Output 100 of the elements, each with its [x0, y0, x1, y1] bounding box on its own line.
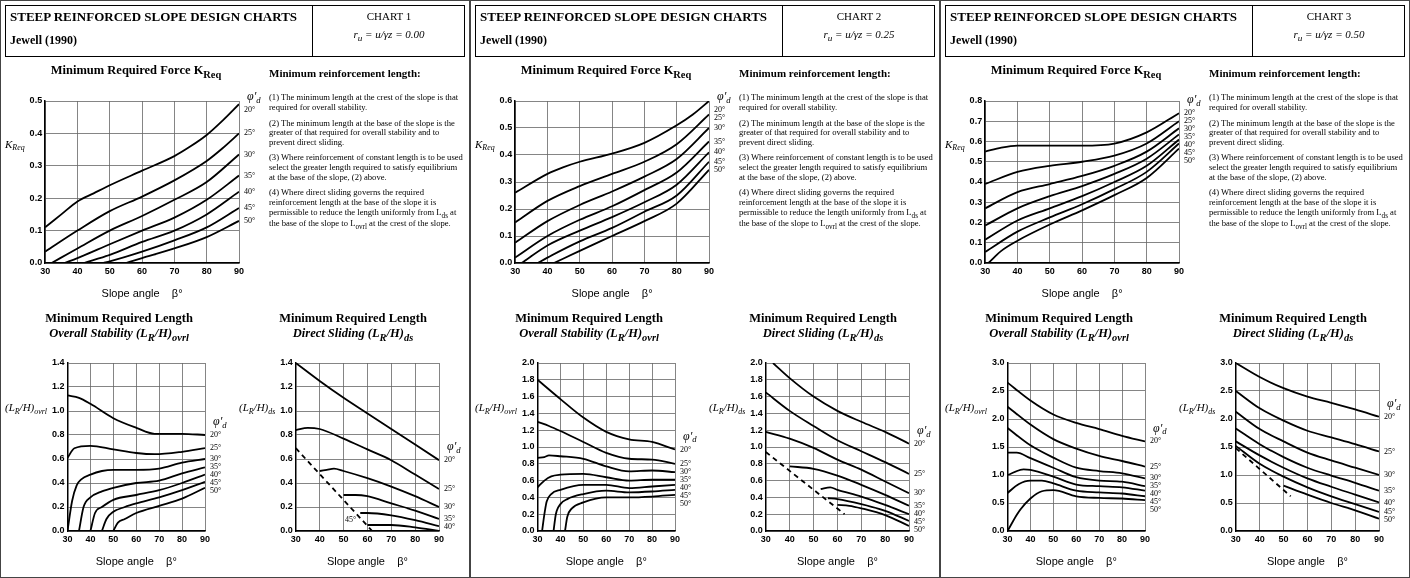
y-tick-label: 0.3 [29, 160, 43, 171]
y-tick-label: 0.8 [280, 429, 293, 440]
text: (3) Where reinforcement of constant length is to be used select the greater length required to satisfy equilibrium at the base of the slope, (2) above. [269, 152, 463, 183]
x-tick-label: 60 [137, 265, 148, 276]
x-tick-label: 40 [72, 265, 83, 276]
x-tick-label: 80 [201, 265, 212, 276]
x-axis-title: Slope angle β° [326, 555, 408, 568]
y-tick-label: 2.5 [992, 385, 1005, 396]
series-label: 45° [244, 203, 256, 213]
y-tick-label: 1.4 [522, 407, 535, 418]
x-tick-label: 50 [108, 533, 119, 544]
y-tick-label: 0.0 [992, 525, 1005, 536]
series-label: 45° [914, 517, 926, 527]
series-label: 45° [1184, 148, 1196, 158]
x-tick-label: 50 [104, 265, 115, 276]
series-label: 45° [680, 491, 692, 501]
series-label: 50° [914, 525, 926, 535]
line-series [819, 486, 909, 516]
y-tick-label: 1.6 [750, 391, 763, 402]
caption: CHART 2 [835, 10, 883, 22]
series-label: 30° [444, 502, 456, 512]
x-tick-label: 60 [607, 265, 618, 276]
x-tick-label: 40 [1012, 265, 1023, 276]
chart-title: Minimum Required Force K$_{Req}$ [989, 63, 1163, 80]
y-tick-label: 1.4 [750, 407, 763, 418]
series-label: 45° [1384, 507, 1396, 517]
text: (1) The minimum length at the crest of the slope is that required for overall stability. [1209, 92, 1400, 113]
series-label: 40° [1150, 489, 1162, 499]
series-label: 30° [244, 149, 256, 159]
chart-title: Minimum Required Force K$_{Req}$ [49, 63, 223, 80]
line-series [772, 363, 909, 445]
x-tick-label: 40 [1254, 533, 1265, 544]
annotation: 45° [345, 515, 357, 525]
y-tick-label: 0.4 [29, 127, 43, 138]
series-label: 20° [714, 105, 726, 115]
series-label: 25° [1384, 446, 1396, 456]
series-label: 35° [1384, 485, 1396, 495]
text: (2) The minimum length at the base of the slope is the greater of that required for overall stability and to prevent direct sliding. [269, 117, 456, 148]
x-tick-label: 60 [1071, 533, 1082, 544]
series-label: 50° [714, 164, 726, 174]
x-tick-label: 70 [154, 533, 165, 544]
x-tick-label: 80 [1117, 533, 1128, 544]
caption: CHART 3 [1305, 10, 1353, 22]
text: r$_{u}$ = u/γz = 0.50 [1292, 28, 1366, 44]
x-tick-label: 30 [760, 533, 771, 544]
text: (3) Where reinforcement of constant length is to be used select the greater length required to satisfy equilibrium at the base of the slope, (2) above. [739, 152, 933, 183]
series-label: 30° [680, 467, 692, 477]
y-tick-label: 1.6 [522, 391, 535, 402]
series-label: 30° [1184, 124, 1196, 134]
x-tick-label: 80 [1350, 533, 1361, 544]
y-tick-label: 0.3 [499, 176, 513, 187]
y-tick-label: 0.0 [280, 525, 293, 536]
text: (4) Where direct sliding governs the required reinforcement length at the base of the slope it is permissible to reduce the length uniformly from L$_{ds}$ at the base of the slope to L$_{ovrl}$ at the crest of the slope. [1209, 187, 1397, 232]
y-tick-label: 1.0 [280, 405, 293, 416]
x-tick-label: 90 [199, 533, 211, 544]
text: Minimum reinforcement length: [1209, 67, 1362, 80]
chart-subtitle: Overall Stability (L$_{R}$/H)$_{ovrl}$ [48, 326, 190, 343]
chart-title: Minimum Required Length [514, 311, 664, 326]
y-tick-label: 0.1 [29, 225, 43, 236]
y-tick-label: 0.2 [969, 216, 983, 227]
x-tick-label: 60 [131, 533, 142, 544]
text: (1) The minimum length at the crest of the slope is that required for overall stability. [269, 92, 460, 113]
x-tick-label: 70 [1326, 533, 1337, 544]
series-label: 30° [210, 454, 222, 464]
chart-subtitle: Overall Stability (L$_{R}$/H)$_{ovrl}$ [518, 326, 660, 343]
series-label: 40° [714, 147, 726, 157]
series-label: 50° [1184, 156, 1196, 166]
line-series [826, 497, 909, 522]
x-tick-label: 80 [410, 533, 421, 544]
y-tick-label: 0.8 [750, 458, 763, 469]
series-label: 35° [1150, 481, 1162, 491]
line-series [1282, 484, 1379, 520]
text: r$_{u}$ = u/γz = 0.25 [822, 28, 896, 44]
line-series [318, 467, 439, 508]
series-label: 25° [210, 443, 222, 453]
series-label: 50° [244, 215, 256, 225]
series-label: 35° [914, 500, 926, 510]
y-tick-label: 2.0 [522, 357, 535, 368]
x-tick-label: 40 [1025, 533, 1036, 544]
x-tick-label: 70 [1109, 265, 1120, 276]
x-tick-label: 90 [1173, 265, 1185, 276]
series-label: 40° [680, 483, 692, 493]
y-tick-label: 0.6 [499, 95, 513, 106]
series-label: 45° [714, 156, 726, 166]
series-label: 20° [914, 438, 926, 448]
y-tick-label: 0.3 [969, 196, 983, 207]
series-label: 40° [1384, 497, 1396, 507]
chart-subtitle: Direct Sliding (L$_{R}$/H)$_{ds}$ [1231, 326, 1355, 343]
y-tick-label: 0.6 [52, 453, 65, 464]
x-tick-label: 30 [290, 533, 301, 544]
x-tick-label: 50 [1048, 533, 1059, 544]
x-axis-title: Slope angle β° [95, 555, 177, 568]
y-tick-label: 2.0 [750, 357, 763, 368]
x-tick-label: 50 [574, 265, 585, 276]
x-axis-title: Slope angle β° [1266, 555, 1348, 568]
x-axis-title: Slope angle β° [565, 555, 647, 568]
y-tick-label: 0.6 [522, 475, 535, 486]
y-tick-label: 0.4 [969, 176, 983, 187]
series-label: 30° [1384, 470, 1396, 480]
x-tick-label: 70 [1094, 533, 1105, 544]
